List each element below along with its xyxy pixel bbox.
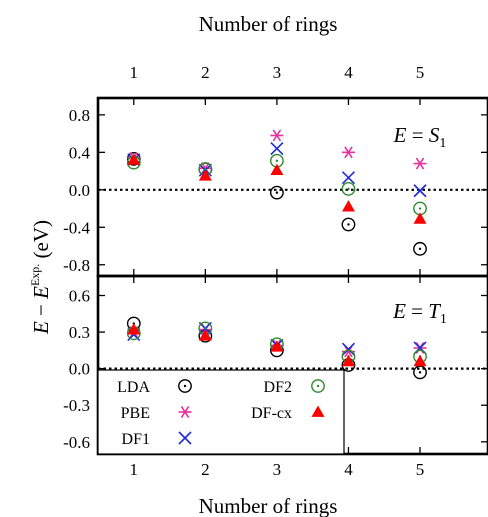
bottom-x-tick-label: 2 [201, 460, 210, 479]
legend-marker-df1 [178, 431, 192, 445]
y-tick-label: 0.3 [69, 323, 90, 342]
y-tick-label: -0.6 [63, 433, 90, 452]
series-df2 [126, 153, 427, 216]
y-tick-label: 0.6 [69, 287, 90, 306]
panel-label-t1-sym: T [428, 299, 441, 323]
legend-box [97, 369, 345, 455]
point-df1 [413, 184, 427, 198]
top-axis-title: Number of rings [199, 12, 338, 36]
legend-label-df1: DF1 [122, 431, 150, 448]
panel-label-s1-sub: 1 [439, 136, 446, 151]
point-df1 [341, 342, 356, 356]
point-df-cx [341, 200, 355, 212]
legend-label-df-cx: DF-cx [251, 405, 292, 422]
y-axis-title-e2: E [29, 286, 53, 300]
point-lda [341, 217, 356, 232]
panel-label-t1-eq: = [406, 299, 428, 323]
y-axis-title-sup: Exp. [28, 264, 42, 286]
top-x-tick-label: 2 [201, 63, 210, 82]
panels: -0.8 -0.4 0.0 0.4 0.8 -0.6 -0.3 0.0 0.3 0.6 [63, 96, 488, 456]
y-axis-title-unit: (eV) [29, 220, 53, 264]
point-df-cx [127, 153, 141, 165]
point-lda [413, 365, 427, 380]
point-df-cx [341, 354, 355, 367]
bottom-axis-title: Number of rings [199, 494, 338, 517]
y-tick-label: 0.4 [69, 143, 91, 162]
panel-label-s1-lhs: E [393, 123, 407, 147]
bottom-x-tick-label: 1 [130, 460, 139, 479]
legend-marker-pbe [178, 406, 192, 418]
legend: LDA DF2 PBE DF-cx DF1 [97, 369, 345, 455]
legend-marker-df-cx [311, 405, 325, 417]
y-tick-label: -0.3 [63, 396, 90, 415]
legend-marker-lda [178, 379, 192, 393]
point-df-cx [127, 323, 141, 335]
point-df-cx [198, 329, 212, 341]
bottom-x-ticks: 1 2 3 4 5 [130, 460, 425, 479]
y-axis-title-minus: − [29, 299, 53, 321]
point-df-cx [413, 212, 427, 224]
point-df2 [341, 181, 356, 196]
panel-label-s1-sym: S [429, 123, 440, 147]
panel-label-s1: E = S1 [393, 123, 447, 151]
point-df-cx [270, 163, 284, 176]
y-tick-label: 0.8 [69, 106, 90, 125]
y-tick-label: 0.0 [69, 360, 90, 379]
panel-label-t1-sub: 1 [440, 312, 447, 327]
y-tick-label: 0.0 [69, 181, 90, 200]
top-x-tick-label: 5 [416, 63, 425, 82]
bottom-x-tick-label: 4 [344, 460, 353, 479]
bottom-x-tick-label: 5 [416, 460, 425, 479]
panel-label-t1-lhs: E [392, 299, 406, 323]
point-df-cx [198, 169, 212, 181]
bottom-x-tick-label: 3 [273, 460, 282, 479]
y-axis-title: E − EExp. (eV) [28, 220, 53, 335]
legend-label-lda: LDA [117, 379, 150, 396]
series-df-cx [127, 153, 427, 224]
point-df-cx [270, 340, 284, 352]
top-x-tick-label: 1 [130, 63, 139, 82]
legend-label-df2: DF2 [264, 379, 292, 396]
legend-label-pbe: PBE [121, 405, 150, 422]
point-pbe [270, 129, 284, 142]
point-df-cx [413, 354, 427, 367]
y-tick-label: -0.4 [63, 218, 90, 237]
y-tick-label: -0.8 [63, 256, 90, 275]
y-axis-title-e1: E [29, 321, 53, 335]
point-df1 [270, 142, 284, 156]
top-x-tick-label: 3 [273, 63, 282, 82]
point-lda [413, 241, 427, 256]
legend-marker-df2 [311, 379, 325, 393]
point-pbe [341, 146, 355, 159]
panel-label-t1: E = T1 [392, 299, 447, 327]
point-lda [269, 185, 284, 200]
top-x-tick-label: 4 [344, 63, 353, 82]
point-df1 [341, 171, 356, 185]
panel-label-s1-eq: = [406, 123, 428, 147]
top-x-ticks: 1 2 3 4 5 [130, 63, 425, 82]
series-df-cx [127, 323, 427, 367]
point-pbe [413, 157, 427, 170]
